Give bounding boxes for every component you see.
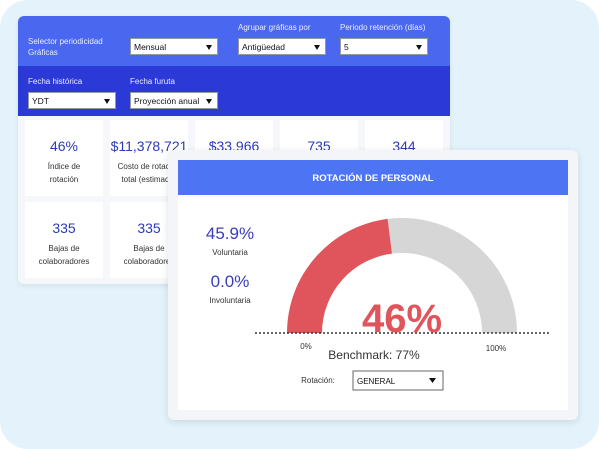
gauge-fill — [287, 218, 392, 333]
panel-header — [178, 160, 568, 195]
kpi-card: 335 Bajas de colaboradores — [25, 202, 103, 278]
dropdown[interactable]: GENERAL — [352, 370, 444, 391]
stat-label: Voluntaria — [212, 248, 248, 257]
stat-value: 0.0% — [211, 272, 250, 291]
dropdown[interactable]: Proyección anual — [130, 92, 218, 109]
panel-title: ROTACIÓN DE PERSONAL — [312, 172, 433, 184]
filter-label: Agrupar gráficas por — [238, 23, 311, 32]
kpi-label: Bajas de colaboradores — [123, 244, 175, 266]
kpi-label: Costo de rotación total (estimado) — [117, 162, 181, 184]
dropdown-value: GENERAL — [357, 377, 396, 386]
kpi-value: $11,378,721 — [110, 138, 188, 154]
kpi-value: 335 — [52, 220, 76, 236]
selector-label: Rotación: — [301, 376, 335, 385]
gauge-value: 46% — [362, 297, 442, 341]
stat-label: Involuntaria — [209, 296, 251, 305]
dropdown-arrow — [429, 378, 436, 383]
dropdown[interactable]: Antigüedad — [238, 38, 326, 55]
filter-label: Periodo retención (días) — [340, 23, 426, 32]
gauge-max: 100% — [486, 344, 506, 353]
kpi-value: 46% — [49, 138, 79, 154]
kpi-label: Bajas de colaboradores — [38, 244, 90, 266]
gauge-track — [387, 218, 517, 333]
rotation-panel: ROTACIÓN DE PERSONAL 45.9% Voluntaria 0.… — [168, 150, 578, 420]
panel-canvas: ROTACIÓN DE PERSONAL 45.9% Voluntaria 0.… — [178, 160, 568, 410]
kpi-card: 46% Índice de rotación — [25, 120, 103, 196]
dropdown[interactable]: 5 — [340, 38, 428, 55]
stat-value: 45.9% — [206, 224, 254, 243]
filter-label: Selector periodicidad Gráficas — [28, 37, 103, 57]
benchmark: Benchmark: 77% — [328, 348, 420, 362]
dropdown-box — [352, 370, 444, 391]
gauge-min: 0% — [300, 342, 312, 351]
filter-label: Fecha histórica — [28, 77, 83, 86]
kpi-label: Índice de rotación — [47, 162, 81, 184]
dropdown[interactable]: YDT — [28, 92, 116, 109]
filter-label: Fecha furuta — [130, 77, 175, 86]
dropdown[interactable]: Mensual — [130, 38, 218, 55]
kpi-value: 335 — [137, 220, 161, 236]
